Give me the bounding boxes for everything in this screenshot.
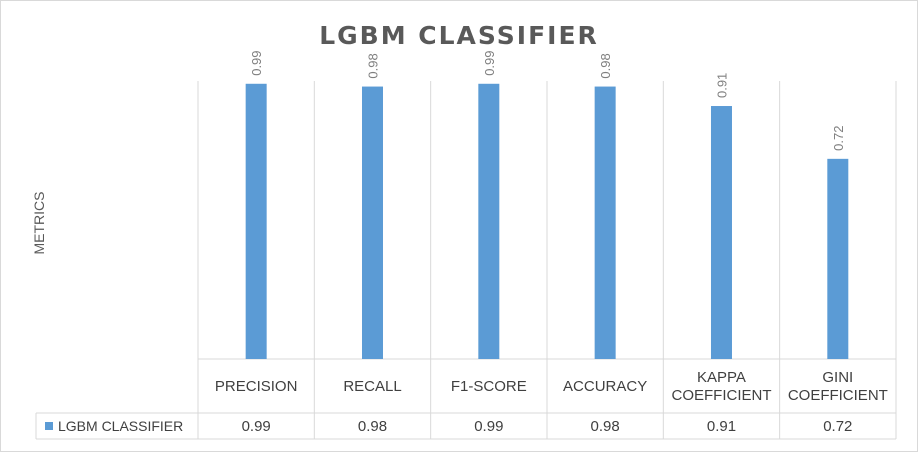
legend-label: LGBM CLASSIFIER (58, 418, 183, 434)
table-value: 0.99 (474, 418, 503, 435)
x-tick-label: GINI (822, 369, 853, 386)
table-value: 0.72 (823, 418, 852, 435)
data-label: 0.98 (598, 53, 613, 78)
table-value: 0.99 (242, 418, 271, 435)
x-tick-label: PRECISION (215, 378, 298, 395)
x-tick-label: RECALL (343, 378, 401, 395)
data-label: 0.99 (482, 50, 497, 75)
data-label: 0.91 (714, 73, 729, 98)
bar (361, 86, 383, 359)
bar (245, 83, 267, 359)
data-label: 0.98 (365, 53, 380, 78)
x-tick-label: F1-SCORE (451, 378, 527, 395)
chart-title: LGBM CLASSIFIER (319, 21, 599, 50)
bar (710, 106, 732, 360)
x-tick-label: ACCURACY (563, 378, 647, 395)
bar (478, 83, 500, 359)
bar (827, 158, 849, 359)
x-tick-label: COEFFICIENT (671, 387, 771, 404)
x-tick-label: COEFFICIENT (788, 387, 888, 404)
bar (594, 86, 616, 359)
table-value: 0.98 (358, 418, 387, 435)
legend-swatch (45, 422, 53, 430)
table-value: 0.98 (591, 418, 620, 435)
data-label: 0.72 (831, 126, 846, 151)
data-label: 0.99 (249, 50, 264, 75)
x-tick-label: KAPPA (697, 369, 746, 386)
table-value: 0.91 (707, 418, 736, 435)
